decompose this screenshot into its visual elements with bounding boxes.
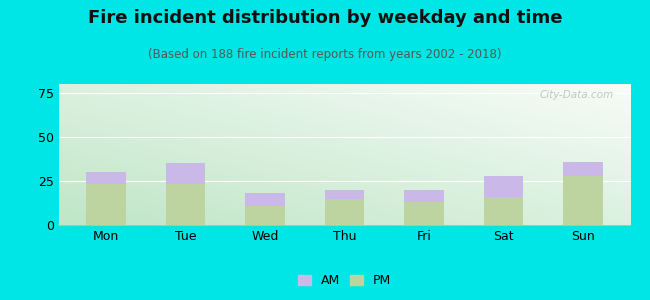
Bar [484,176,523,197]
Bar [324,199,365,225]
Bar [404,190,444,202]
Bar [166,184,205,225]
Bar [86,172,126,184]
Bar [563,176,603,225]
Bar [404,202,444,225]
Text: City-Data.com: City-Data.com [540,90,614,100]
Legend: AM, PM: AM, PM [293,269,396,292]
Bar [245,193,285,206]
Bar [324,190,365,199]
Text: Fire incident distribution by weekday and time: Fire incident distribution by weekday an… [88,9,562,27]
Bar [166,163,205,184]
Text: (Based on 188 fire incident reports from years 2002 - 2018): (Based on 188 fire incident reports from… [148,48,502,61]
Bar [245,206,285,225]
Bar [484,197,523,225]
Bar [86,184,126,225]
Bar [563,161,603,176]
